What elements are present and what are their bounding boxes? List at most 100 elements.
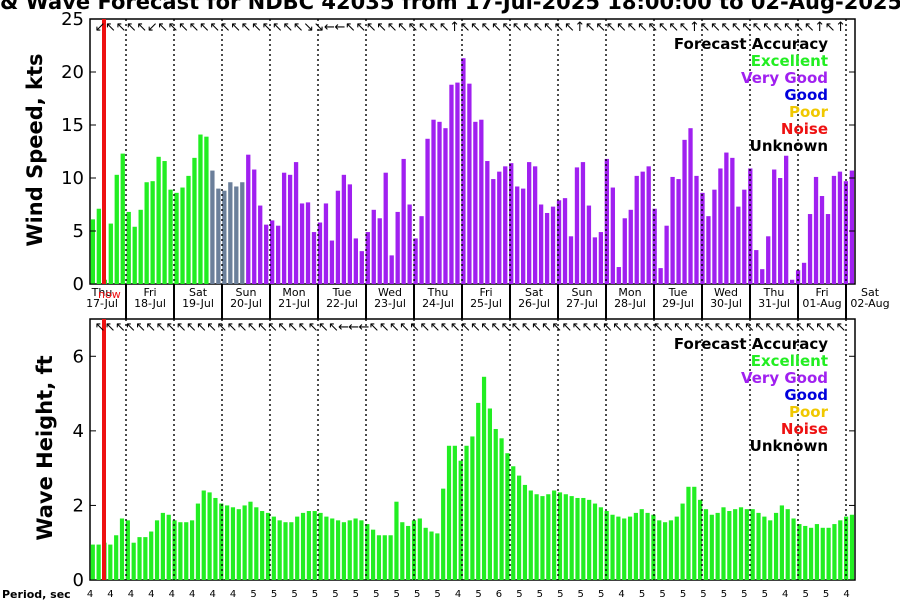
bar bbox=[317, 222, 323, 284]
bar bbox=[248, 501, 253, 580]
direction-arrow: ↖ bbox=[428, 20, 439, 35]
bar bbox=[587, 499, 592, 580]
bar bbox=[195, 503, 201, 580]
bar bbox=[517, 475, 522, 580]
bar bbox=[476, 402, 481, 580]
period-value: 5 bbox=[394, 589, 400, 600]
bar bbox=[225, 505, 230, 580]
bar bbox=[744, 509, 749, 580]
bar bbox=[540, 496, 545, 580]
direction-arrow: ↖ bbox=[105, 20, 116, 35]
period-value: 5 bbox=[271, 589, 277, 600]
bar bbox=[657, 520, 662, 580]
bar bbox=[464, 445, 469, 580]
period-value: 5 bbox=[578, 589, 584, 600]
direction-arrow: ↖ bbox=[703, 320, 714, 335]
direction-arrow: ↖ bbox=[752, 20, 763, 35]
bar bbox=[760, 269, 765, 284]
bar bbox=[407, 204, 412, 284]
bar bbox=[377, 218, 382, 284]
direction-arrow: ↖ bbox=[379, 320, 390, 335]
bar bbox=[394, 501, 399, 580]
bar bbox=[96, 208, 101, 284]
direction-arrow: ↖ bbox=[287, 320, 298, 335]
direction-arrow: ↖ bbox=[178, 20, 189, 35]
bar bbox=[715, 512, 720, 580]
bar bbox=[270, 220, 275, 284]
direction-arrow: ↖ bbox=[166, 320, 177, 335]
bar bbox=[441, 488, 446, 580]
bar bbox=[651, 514, 656, 580]
bar bbox=[154, 520, 160, 580]
bar bbox=[283, 522, 288, 580]
bar bbox=[727, 511, 732, 580]
period-value: 4 bbox=[230, 589, 236, 600]
direction-arrow: ↖ bbox=[795, 320, 806, 335]
direction-arrow: ↖ bbox=[595, 20, 606, 35]
direction-arrow: ↖ bbox=[419, 320, 430, 335]
bar bbox=[831, 175, 837, 284]
period-value: 4 bbox=[843, 589, 849, 600]
bar bbox=[324, 516, 329, 580]
direction-arrow: ↖ bbox=[355, 20, 366, 35]
bar bbox=[413, 238, 418, 284]
bar bbox=[446, 445, 452, 580]
direction-arrow: ↖ bbox=[673, 320, 684, 335]
bar bbox=[184, 522, 189, 580]
bar bbox=[532, 166, 538, 284]
day-label-dow: Wed bbox=[714, 286, 738, 299]
y-tick-label: 2 bbox=[73, 495, 84, 516]
bar bbox=[383, 172, 388, 284]
bar bbox=[341, 174, 347, 284]
bar bbox=[213, 497, 218, 580]
bar bbox=[359, 251, 364, 284]
bar bbox=[779, 505, 784, 580]
bar bbox=[562, 198, 568, 284]
day-label-date: 26-Jul bbox=[518, 297, 550, 310]
bar bbox=[826, 527, 831, 580]
bar bbox=[550, 206, 556, 284]
bar bbox=[485, 161, 490, 284]
bar bbox=[639, 509, 644, 580]
bar bbox=[264, 224, 269, 284]
day-label-dow: Thu bbox=[763, 286, 785, 299]
bar bbox=[293, 162, 299, 284]
direction-arrow: ↖ bbox=[460, 320, 471, 335]
bar bbox=[143, 537, 148, 580]
bar bbox=[515, 186, 520, 284]
direction-arrow: ↖ bbox=[606, 20, 617, 35]
bar bbox=[503, 166, 508, 284]
direction-arrow: ← bbox=[324, 20, 335, 35]
direction-arrow: ↖ bbox=[805, 320, 816, 335]
bar bbox=[622, 518, 627, 580]
bar bbox=[487, 408, 492, 580]
bar bbox=[756, 512, 761, 580]
bar bbox=[401, 158, 406, 284]
day-label-dow: Mon bbox=[282, 286, 305, 299]
period-value: 5 bbox=[373, 589, 379, 600]
bar bbox=[610, 187, 615, 284]
bar bbox=[778, 178, 783, 284]
bar bbox=[522, 484, 528, 580]
bar bbox=[586, 205, 592, 284]
bar bbox=[616, 516, 621, 580]
bar bbox=[126, 211, 131, 284]
direction-arrow: ↖ bbox=[308, 320, 319, 335]
day-label-date: 02-Aug bbox=[850, 297, 889, 310]
bar bbox=[306, 511, 311, 580]
legend-item: Noise bbox=[781, 420, 828, 438]
day-label-dow: Fri bbox=[143, 286, 156, 299]
direction-arrow: ↖ bbox=[226, 320, 237, 335]
bar bbox=[534, 494, 539, 580]
direction-arrow: ↖ bbox=[230, 20, 241, 35]
legend-item: Good bbox=[784, 386, 828, 404]
direction-arrow: ↖ bbox=[282, 20, 293, 35]
period-value: 5 bbox=[803, 589, 809, 600]
direction-arrow: ↖ bbox=[762, 20, 773, 35]
bar bbox=[382, 535, 387, 580]
period-value: 5 bbox=[516, 589, 522, 600]
day-label-date: 31-Jul bbox=[758, 297, 790, 310]
y-tick-label: 25 bbox=[61, 9, 84, 30]
bar bbox=[563, 494, 568, 580]
bar bbox=[721, 507, 726, 580]
